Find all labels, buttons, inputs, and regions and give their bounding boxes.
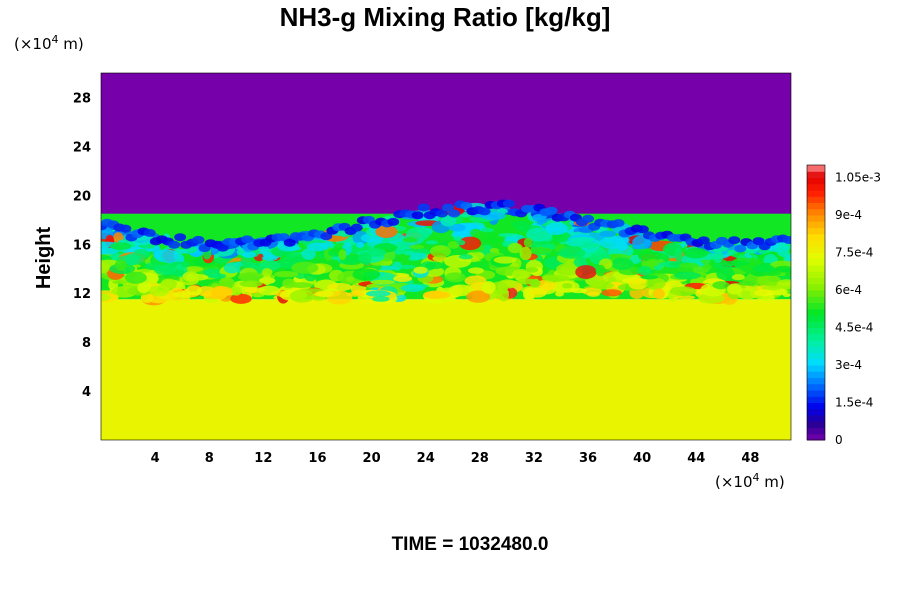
x-tick-label: 4 [151,451,160,466]
colorbar-swatch [807,227,825,235]
time-label: TIME = 1032480.0 [392,534,549,555]
colorbar-swatch [807,252,825,260]
y-tick-label: 28 [73,91,91,106]
colorbar-swatch [807,202,825,210]
lower-layer-region [101,299,791,440]
y-tick-label: 12 [73,287,91,302]
colorbar-label: 3e-4 [835,358,862,372]
x-tick-label: 40 [633,451,651,466]
colorbar-swatch [807,383,825,391]
colorbar-swatch [807,190,825,197]
colorbar-swatch [807,427,825,435]
x-axis-ticks: 4 8 12 16 20 24 28 32 36 40 44 48 [151,451,760,466]
colorbar-swatch [807,315,825,322]
colorbar-swatch [807,258,825,266]
colorbar-swatch [807,390,825,397]
colorbar-swatch [807,421,825,428]
layer-top-fringe [101,199,791,253]
colorbar-swatch [807,396,825,403]
colorbar-label: 7.5e-4 [835,246,873,260]
colorbar-swatch [807,308,825,316]
colorbar-swatch [807,265,825,272]
colorbar-swatch [807,290,825,297]
colorbar-label: 1.5e-4 [835,396,873,410]
y-tick-label: 24 [73,140,91,155]
colorbar-swatch [807,377,825,385]
colorbar-swatch [807,277,825,285]
y-axis-label: Height [33,227,55,290]
colorbar-swatch [807,365,825,372]
x-tick-label: 48 [741,451,759,466]
colorbar-swatch [807,371,825,378]
mixing-layer-texture [101,202,791,306]
colorbar-swatch [807,240,825,247]
colorbar-swatch [807,408,825,416]
colorbar-swatch [807,215,825,222]
colorbar-swatch [807,171,825,178]
plot-area [101,73,791,440]
colorbar-swatch [807,402,825,410]
x-tick-label: 44 [687,451,705,466]
colorbar-swatch [807,283,825,291]
x-tick-label: 16 [308,451,326,466]
colorbar-swatch [807,177,825,185]
colorbar-swatch [807,196,825,203]
colorbar-swatch [807,433,825,441]
x-tick-label: 12 [254,451,272,466]
colorbar-swatch [807,165,825,172]
colorbar-swatch [807,296,825,303]
colorbar-label: 1.05e-3 [835,171,881,185]
y-axis-unit: (×104 m) [14,33,84,53]
colorbar-label: 4.5e-4 [835,321,873,335]
colorbar-label: 9e-4 [835,208,862,222]
x-tick-label: 32 [525,451,543,466]
colorbar-swatch [807,321,825,328]
y-tick-label: 16 [73,238,91,253]
x-axis-unit: (×104 m) [715,471,785,491]
plot-frame [100,72,792,441]
colorbar-swatch [807,415,825,422]
x-tick-label: 20 [363,451,381,466]
colorbar-swatch [807,208,825,216]
colorbar-swatch [807,333,825,341]
chart-title: NH3-g Mixing Ratio [kg/kg] [280,2,611,32]
colorbar-swatch [807,221,825,228]
colorbar-swatch [807,352,825,360]
colorbar-frame [806,164,826,441]
colorbar-label: 0 [835,433,843,447]
colorbar: 0 1.5e-4 3e-4 4.5e-4 6e-4 7.5e-4 9e-4 1.05e-3 [806,164,881,447]
x-tick-label: 28 [471,451,489,466]
x-tick-label: 36 [579,451,597,466]
x-tick-label: 24 [417,451,435,466]
y-tick-label: 8 [82,336,91,351]
x-tick-label: 8 [205,451,214,466]
colorbar-swatch [807,271,825,278]
y-tick-label: 20 [73,189,91,204]
colorbar-swatch [807,233,825,241]
y-axis-ticks: 4 8 12 16 20 24 28 [73,91,91,400]
y-tick-label: 4 [82,385,91,400]
colorbar-swatch [807,327,825,335]
colorbar-swatch [807,340,825,347]
colorbar-label: 6e-4 [835,283,862,297]
colorbar-swatch [807,246,825,253]
colorbar-swatch [807,346,825,353]
colorbar-swatch [807,302,825,310]
colorbar-swatch [807,358,825,366]
colorbar-swatch [807,183,825,191]
